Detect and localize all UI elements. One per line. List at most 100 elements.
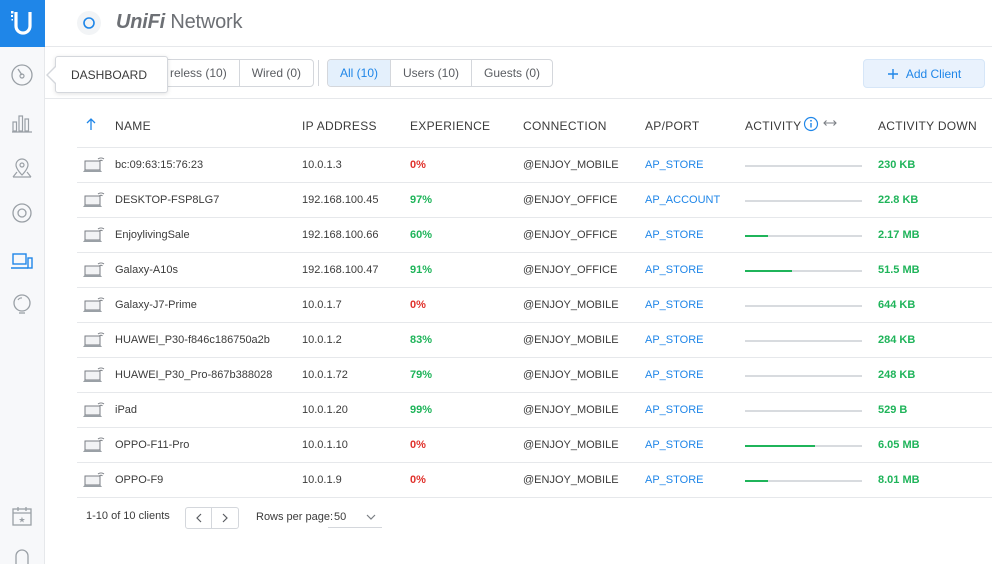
filter-users[interactable]: Users (10) (391, 60, 473, 86)
clients-icon[interactable] (8, 247, 36, 275)
activity-bar (745, 270, 862, 272)
client-ip: 10.0.1.20 (302, 404, 348, 416)
filter-guests[interactable]: Guests (0) (484, 66, 541, 80)
client-connection: @ENJOY_MOBILE (523, 474, 619, 486)
client-ap-link[interactable]: AP_STORE (645, 369, 704, 381)
add-client-label: Add Client (905, 66, 962, 81)
client-name[interactable]: bc:09:63:15:76:23 (115, 159, 204, 171)
col-ap-port[interactable]: AP/PORT (645, 119, 700, 133)
client-ap-link[interactable]: AP_STORE (645, 474, 704, 486)
expand-icon[interactable] (823, 117, 837, 132)
client-experience: 91% (410, 264, 433, 276)
laptop-wifi-icon (82, 436, 106, 457)
app-switcher-icon[interactable] (77, 11, 101, 35)
col-experience[interactable]: EXPERIENCE (410, 119, 491, 133)
client-connection: @ENJOY_MOBILE (523, 439, 619, 451)
client-name[interactable]: Galaxy-J7-Prime (115, 299, 197, 311)
table-row[interactable]: HUAWEI_P30_Pro-867b388028 10.0.1.72 79% @EN… (77, 358, 992, 393)
activity-bar-fill (745, 445, 816, 447)
activity-bar (745, 235, 862, 237)
client-ap-link[interactable]: AP_STORE (645, 404, 704, 416)
client-name[interactable]: EnjoylivingSale (115, 229, 190, 241)
sort-up-icon[interactable] (86, 117, 96, 134)
table-row[interactable]: bc:09:63:15:76:23 10.0.1.3 0% @ENJOY_MOBILE… (77, 148, 992, 183)
table-body: bc:09:63:15:76:23 10.0.1.3 0% @ENJOY_MOBILE… (77, 148, 992, 498)
app-header: UniFi Network (45, 0, 992, 47)
client-activity-down: 2.17 MB (878, 229, 920, 241)
laptop-wifi-icon (82, 331, 106, 352)
activity-bar-fill (745, 235, 769, 237)
chevron-left-icon[interactable] (186, 508, 212, 528)
client-name[interactable]: Galaxy-A10s (115, 264, 178, 276)
col-name[interactable]: NAME (115, 119, 151, 133)
connection-type-filter: reless (10) Wired (0) (159, 59, 315, 87)
alerts-icon[interactable] (8, 544, 36, 564)
table-row[interactable]: Galaxy-J7-Prime 10.0.1.7 0% @ENJOY_MOBILE AP… (77, 288, 992, 323)
client-ip: 192.168.100.66 (302, 229, 379, 241)
client-ap-link[interactable]: AP_STORE (645, 229, 704, 241)
rows-per-page-value: 50 (334, 510, 347, 523)
sidebar: ★ (0, 0, 45, 564)
map-icon[interactable] (8, 154, 36, 182)
client-ip: 10.0.1.72 (302, 369, 348, 381)
activity-bar (745, 410, 862, 412)
client-ip: 10.0.1.7 (302, 299, 342, 311)
app-title-brand: UniFi (116, 11, 165, 33)
col-activity[interactable]: ACTIVITY (745, 119, 802, 133)
col-activity-down[interactable]: ACTIVITY DOWN (878, 119, 978, 133)
dashboard-tooltip: DASHBOARD (46, 56, 168, 93)
client-activity-down: 529 B (878, 404, 908, 416)
client-name[interactable]: OPPO-F11-Pro (115, 439, 190, 451)
client-connection: @ENJOY_MOBILE (523, 404, 619, 416)
client-experience: 99% (410, 404, 433, 416)
table-row[interactable]: iPad 10.0.1.20 99% @ENJOY_MOBILE AP_STORE 529… (77, 393, 992, 428)
dashboard-icon[interactable] (8, 61, 36, 89)
statistics-icon[interactable] (8, 108, 36, 136)
filter-wireless[interactable]: reless (10) (160, 60, 240, 86)
client-name[interactable]: HUAWEI_P30-f846c186750a2b (115, 334, 270, 346)
client-ap-link[interactable]: AP_STORE (645, 334, 704, 346)
pagination (185, 507, 239, 529)
app-title: UniFi Network (116, 11, 243, 34)
client-name[interactable]: OPPO-F9 (115, 474, 164, 486)
filter-wired[interactable]: Wired (0) (251, 66, 302, 80)
unifi-logo-icon[interactable] (0, 0, 45, 47)
table-row[interactable]: OPPO-F11-Pro 10.0.1.10 0% @ENJOY_MOBILE AP_S… (77, 428, 992, 463)
client-ap-link[interactable]: AP_STORE (645, 439, 704, 451)
laptop-wifi-icon (82, 156, 106, 177)
client-ip: 10.0.1.2 (302, 334, 342, 346)
laptop-wifi-icon (82, 191, 106, 212)
client-ap-link[interactable]: AP_STORE (645, 299, 704, 311)
table-row[interactable]: OPPO-F9 10.0.1.9 0% @ENJOY_MOBILE AP_STORE 8.… (77, 463, 992, 498)
client-ap-link[interactable]: AP_STORE (645, 264, 704, 276)
client-name[interactable]: DESKTOP-FSP8LG7 (115, 194, 220, 206)
table-row[interactable]: EnjoylivingSale 192.168.100.66 60% @ENJOY_O… (77, 218, 992, 253)
pagination-summary: 1-10 of 10 clients (86, 510, 170, 522)
filter-all[interactable]: All (10) (328, 60, 392, 86)
chevron-right-icon[interactable] (212, 508, 238, 528)
devices-icon[interactable] (8, 199, 36, 227)
client-name[interactable]: iPad (115, 404, 138, 416)
client-ip: 192.168.100.47 (302, 264, 379, 276)
info-icon[interactable] (803, 116, 819, 135)
table-header: NAME IP ADDRESS EXPERIENCE CONNECTION AP… (77, 106, 992, 148)
rows-per-page-select[interactable]: 50 (328, 506, 382, 528)
col-ip[interactable]: IP ADDRESS (302, 119, 377, 133)
client-connection: @ENJOY_MOBILE (523, 299, 619, 311)
client-connection: @ENJOY_OFFICE (523, 264, 618, 276)
client-ap-link[interactable]: AP_ACCOUNT (645, 194, 721, 206)
table-row[interactable]: Galaxy-A10s 192.168.100.47 91% @ENJOY_OFFIC… (77, 253, 992, 288)
client-activity-down: 644 KB (878, 299, 916, 311)
events-icon[interactable]: ★ (8, 502, 36, 530)
add-client-button[interactable]: Add Client (863, 59, 985, 88)
table-row[interactable]: HUAWEI_P30-f846c186750a2b 10.0.1.2 83% @ENJ… (77, 323, 992, 358)
col-connection[interactable]: CONNECTION (523, 119, 607, 133)
client-name[interactable]: HUAWEI_P30_Pro-867b388028 (115, 369, 273, 381)
svg-text:★: ★ (18, 516, 25, 525)
client-ip: 10.0.1.10 (302, 439, 348, 451)
client-ap-link[interactable]: AP_STORE (645, 159, 704, 171)
table-row[interactable]: DESKTOP-FSP8LG7 192.168.100.45 97% @ENJOY_O… (77, 183, 992, 218)
insights-icon[interactable] (8, 290, 36, 318)
laptop-wifi-icon (82, 226, 106, 247)
client-activity-down: 284 KB (878, 334, 916, 346)
